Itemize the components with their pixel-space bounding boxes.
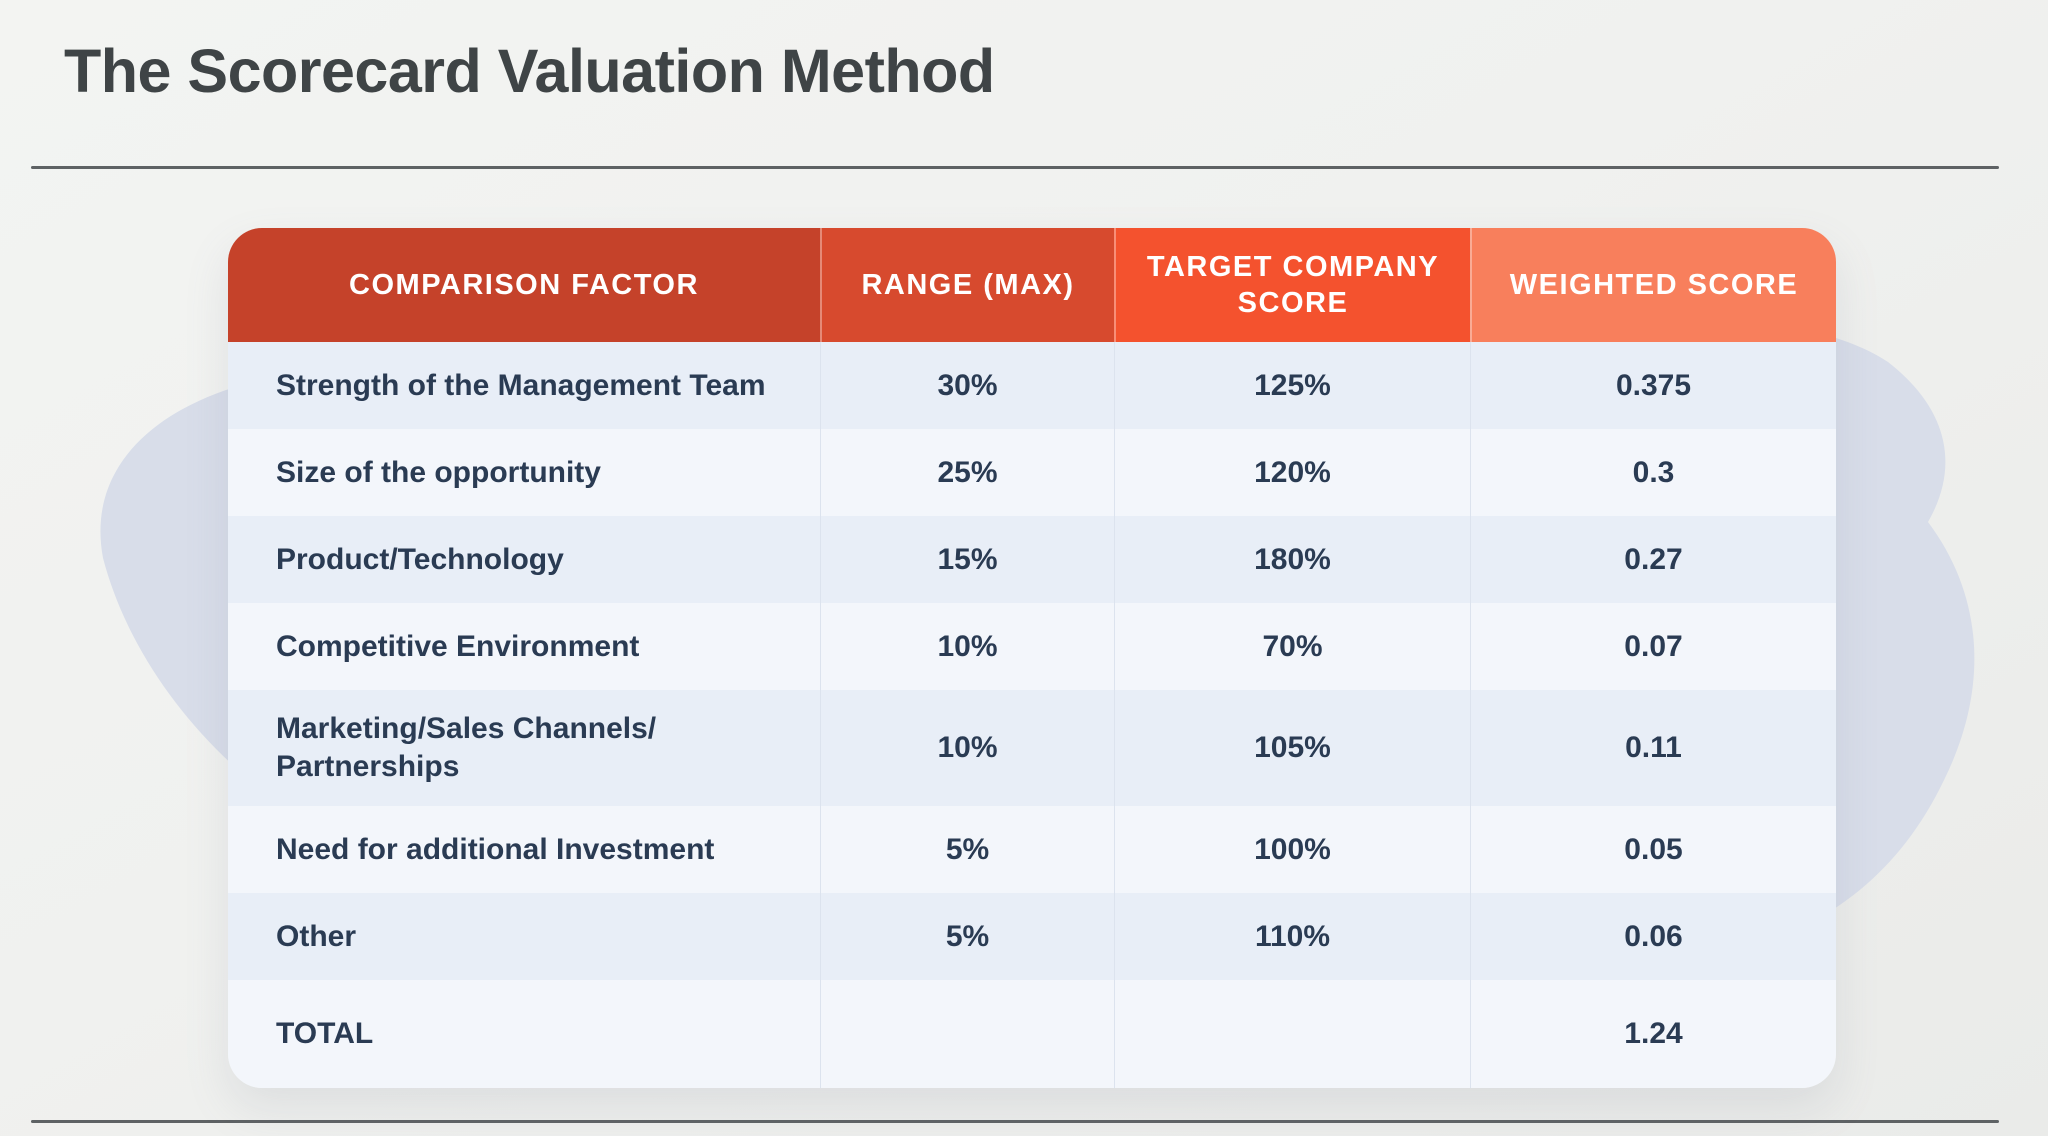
header-cell-target-company-score: TARGET COMPANY SCORE	[1114, 228, 1470, 342]
factor-cell: TOTAL	[276, 1017, 374, 1050]
table-body: Strength of the Management Team 30% 125%…	[228, 342, 1836, 1088]
weighted-score-cell: 0.06	[1470, 893, 1836, 980]
weighted-score-cell: 0.05	[1470, 806, 1836, 893]
range-cell: 25%	[820, 429, 1114, 516]
score-cell: 125%	[1114, 342, 1470, 429]
factor-cell: Competitive Environment	[276, 629, 640, 663]
table-row: Other 5% 110% 0.06	[228, 893, 1836, 980]
table-row: Product/Technology 15% 180% 0.27	[228, 516, 1836, 603]
factor-cell: Strength of the Management Team	[276, 368, 766, 402]
score-cell	[1114, 980, 1470, 1088]
score-cell: 100%	[1114, 806, 1470, 893]
score-cell: 120%	[1114, 429, 1470, 516]
range-cell: 10%	[820, 690, 1114, 806]
page-title: The Scorecard Valuation Method	[64, 37, 995, 105]
top-divider-line	[31, 166, 1999, 169]
table-header-row: COMPARISON FACTOR RANGE (MAX) TARGET COM…	[228, 228, 1836, 342]
range-cell	[820, 980, 1114, 1088]
score-cell: 180%	[1114, 516, 1470, 603]
table-row: Competitive Environment 10% 70% 0.07	[228, 603, 1836, 690]
score-cell: 110%	[1114, 893, 1470, 980]
range-cell: 5%	[820, 893, 1114, 980]
score-cell: 70%	[1114, 603, 1470, 690]
weighted-score-cell: 0.3	[1470, 429, 1836, 516]
weighted-score-cell: 1.24	[1470, 980, 1836, 1088]
factor-cell: Product/Technology	[276, 542, 564, 576]
header-cell-range-max: RANGE (MAX)	[820, 228, 1114, 342]
range-cell: 30%	[820, 342, 1114, 429]
factor-cell: Marketing/Sales Channels/ Partnerships	[276, 712, 657, 783]
table-row: Need for additional Investment 5% 100% 0…	[228, 806, 1836, 893]
header-cell-weighted-score: WEIGHTED SCORE	[1470, 228, 1836, 342]
header-cell-comparison-factor: COMPARISON FACTOR	[228, 228, 820, 342]
weighted-score-cell: 0.375	[1470, 342, 1836, 429]
range-cell: 5%	[820, 806, 1114, 893]
table-row: Marketing/Sales Channels/ Partnerships 1…	[228, 690, 1836, 806]
range-cell: 15%	[820, 516, 1114, 603]
factor-cell: Size of the opportunity	[276, 455, 601, 489]
score-cell: 105%	[1114, 690, 1470, 806]
weighted-score-cell: 0.11	[1470, 690, 1836, 806]
table-row: Size of the opportunity 25% 120% 0.3	[228, 429, 1836, 516]
factor-cell: Need for additional Investment	[276, 832, 715, 866]
table-row: TOTAL 1.24	[228, 980, 1836, 1088]
table-row: Strength of the Management Team 30% 125%…	[228, 342, 1836, 429]
range-cell: 10%	[820, 603, 1114, 690]
scorecard-table: COMPARISON FACTOR RANGE (MAX) TARGET COM…	[228, 228, 1836, 1088]
bottom-divider-line	[31, 1120, 1999, 1123]
weighted-score-cell: 0.27	[1470, 516, 1836, 603]
weighted-score-cell: 0.07	[1470, 603, 1836, 690]
factor-cell: Other	[276, 919, 357, 953]
